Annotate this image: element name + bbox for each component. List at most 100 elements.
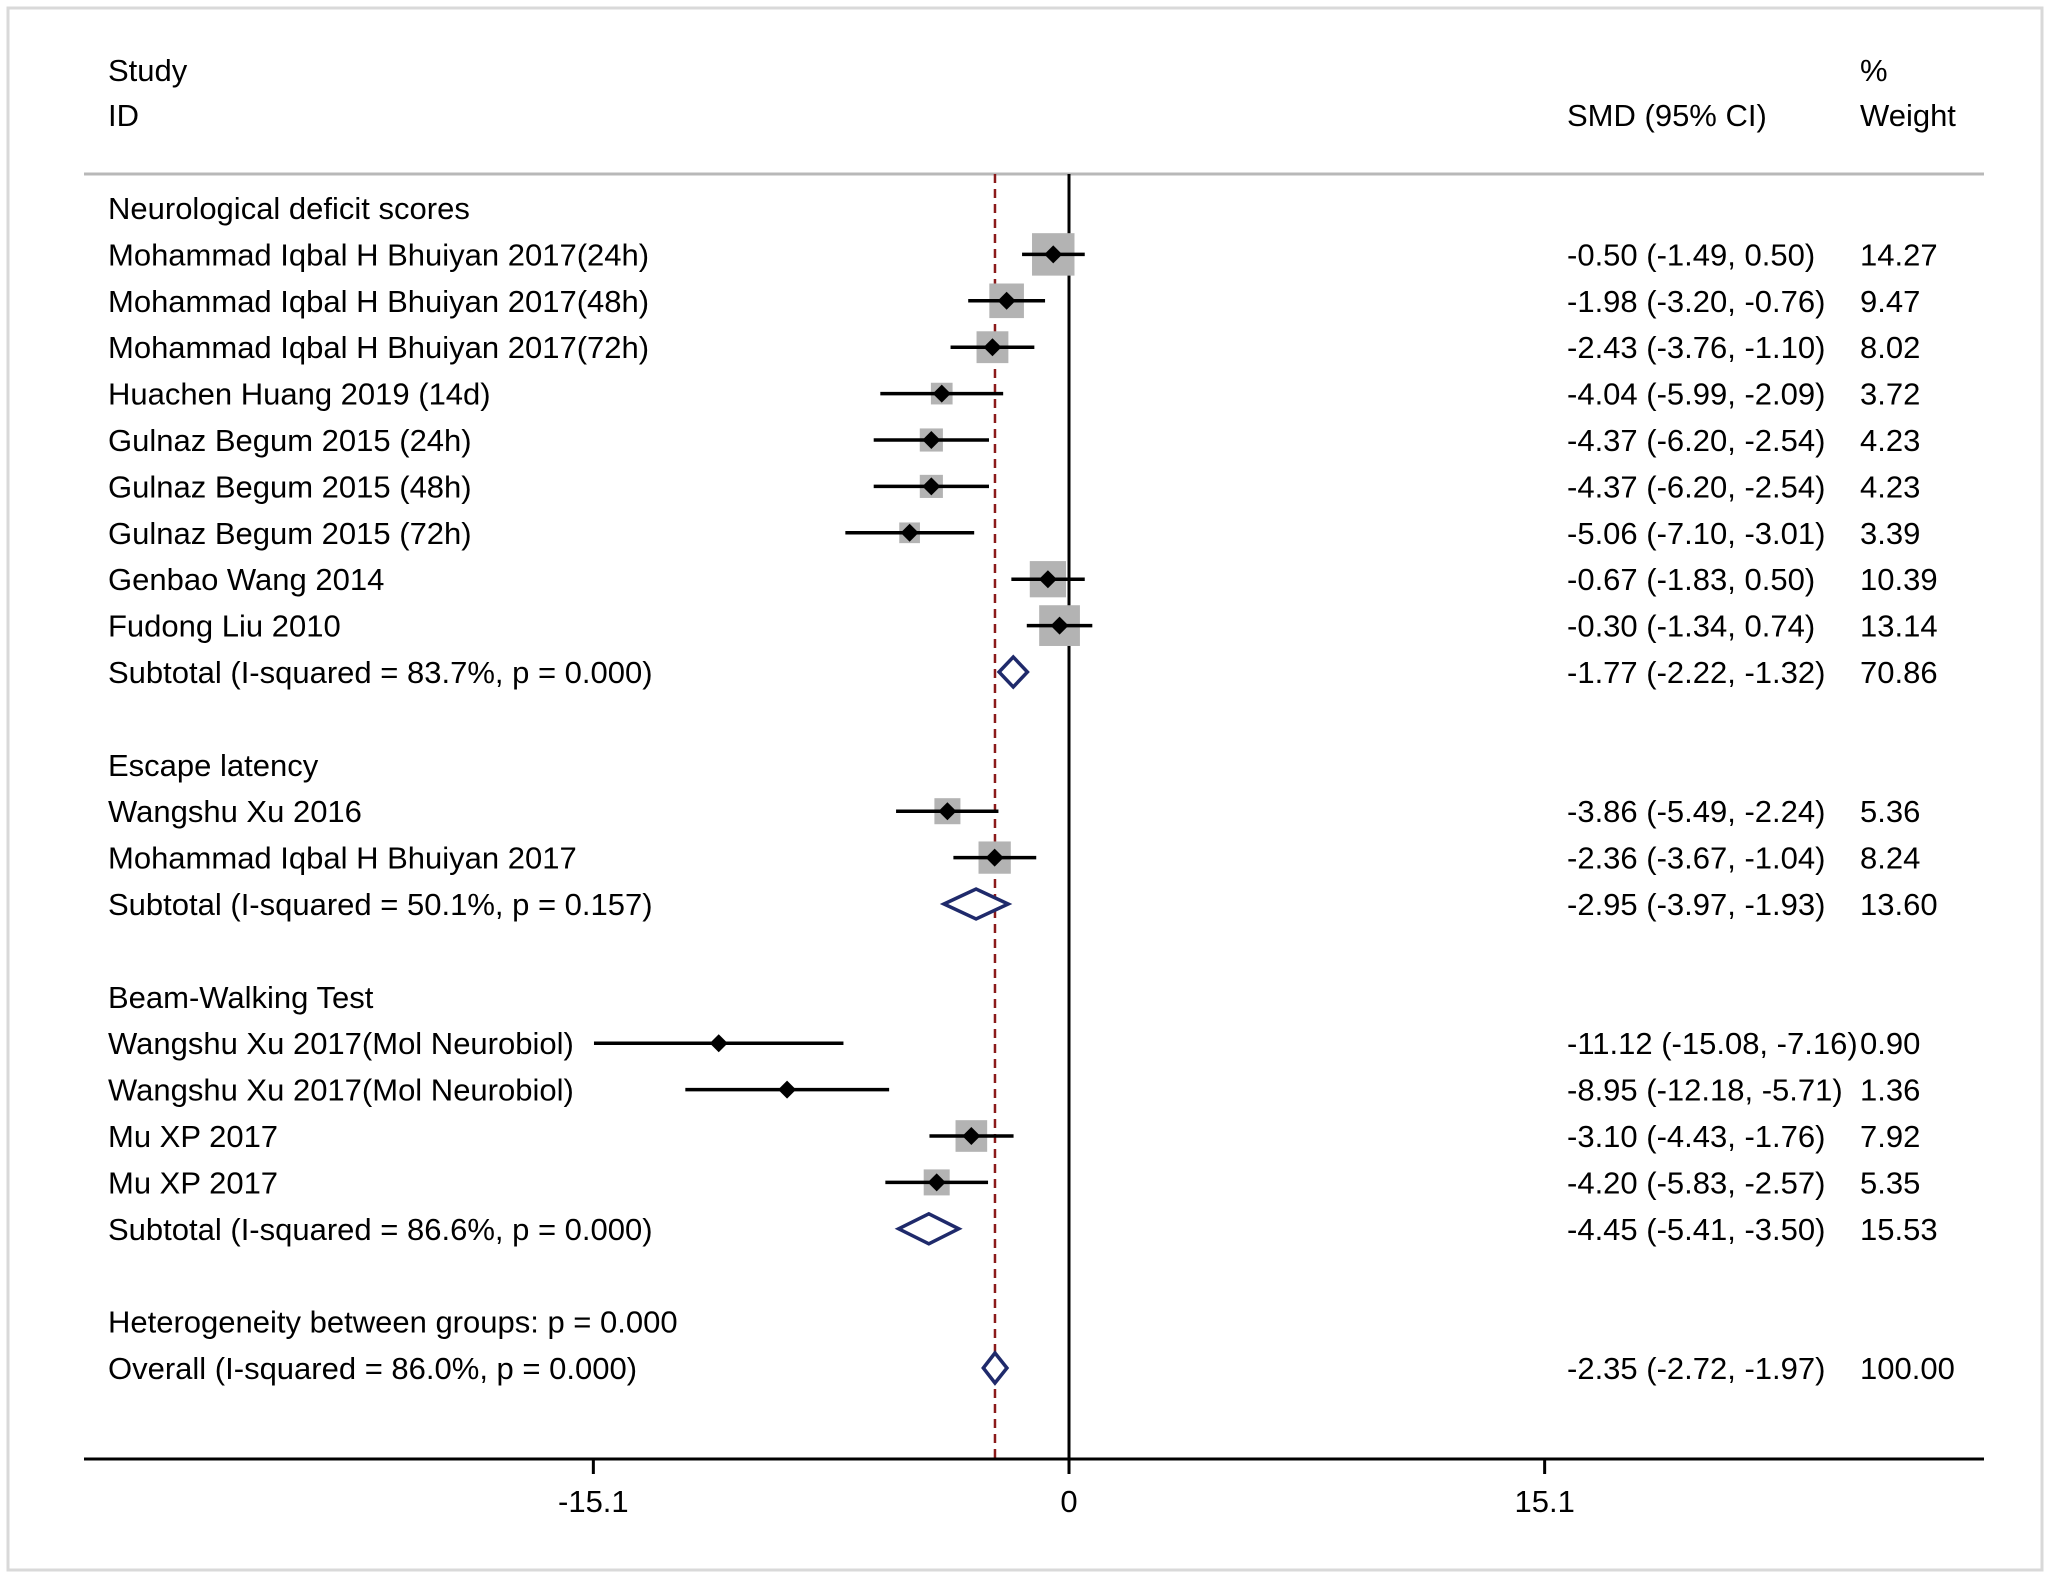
point-estimate <box>938 802 957 821</box>
study-label: Gulnaz Begum 2015 (72h) <box>108 516 472 551</box>
summary-label: Overall (I-squared = 86.0%, p = 0.000) <box>108 1351 637 1386</box>
study-row: Mu XP 2017 -4.20 (-5.83, -2.57) 5.35 <box>108 1165 1920 1200</box>
summary-label: Subtotal (I-squared = 86.6%, p = 0.000) <box>108 1212 653 1247</box>
weight-text: 13.14 <box>1860 609 1938 644</box>
point-estimate <box>900 523 919 542</box>
x-axis: -15.1 0 15.1 <box>84 1457 1984 1519</box>
study-row: Fudong Liu 2010 -0.30 (-1.34, 0.74) 13.14 <box>108 605 1938 646</box>
point-estimate <box>1050 616 1069 635</box>
effect-ci-text: -4.20 (-5.83, -2.57) <box>1567 1165 1825 1200</box>
header-effect: SMD (95% CI) <box>1567 98 1767 133</box>
study-row: Mohammad Iqbal H Bhuiyan 2017 -2.36 (-3.6… <box>108 841 1920 876</box>
header-weight: Weight <box>1860 98 1956 133</box>
weight-text: 100.00 <box>1860 1351 1955 1386</box>
point-estimate <box>778 1080 797 1099</box>
effect-ci-text: -4.04 (-5.99, -2.09) <box>1567 377 1825 412</box>
weight-text: 8.24 <box>1860 841 1920 876</box>
effect-ci-text: -2.43 (-3.76, -1.10) <box>1567 330 1825 365</box>
point-estimate <box>709 1034 728 1053</box>
study-label: Wangshu Xu 2017(Mol Neurobiol) <box>108 1026 574 1061</box>
summary-diamond <box>981 1350 1010 1386</box>
effect-ci-text: -1.77 (-2.22, -1.32) <box>1567 655 1825 690</box>
study-row: Wangshu Xu 2017(Mol Neurobiol) -8.95 (-12… <box>108 1073 1920 1108</box>
study-label: Mu XP 2017 <box>108 1119 278 1154</box>
weight-text: 0.90 <box>1860 1026 1920 1061</box>
effect-ci-text: -5.06 (-7.10, -3.01) <box>1567 516 1825 551</box>
effect-ci-text: -8.95 (-12.18, -5.71) <box>1567 1073 1843 1108</box>
study-label: Huachen Huang 2019 (14d) <box>108 377 491 412</box>
plot-frame <box>6 6 2044 1572</box>
weight-text: 13.60 <box>1860 887 1938 922</box>
x-tick-label: 15.1 <box>1514 1484 1574 1519</box>
effect-ci-text: -0.67 (-1.83, 0.50) <box>1567 562 1815 597</box>
weight-text: 15.53 <box>1860 1212 1938 1247</box>
weight-text: 70.86 <box>1860 655 1938 690</box>
weight-text: 10.39 <box>1860 562 1938 597</box>
point-estimate <box>932 384 951 403</box>
weight-text: 3.39 <box>1860 516 1920 551</box>
effect-ci-text: -4.37 (-6.20, -2.54) <box>1567 423 1825 458</box>
weight-text: 7.92 <box>1860 1119 1920 1154</box>
study-row: Mohammad Iqbal H Bhuiyan 2017(72h) -2.43 … <box>108 330 1920 365</box>
effect-ci-text: -3.10 (-4.43, -1.76) <box>1567 1119 1825 1154</box>
study-label: Wangshu Xu 2016 <box>108 794 362 829</box>
subtotal-row: Subtotal (I-squared = 86.6%, p = 0.000) -… <box>108 1212 1938 1247</box>
point-estimate <box>1044 245 1063 264</box>
summary-diamond <box>894 1211 963 1246</box>
effect-ci-text: -2.35 (-2.72, -1.97) <box>1567 1351 1825 1386</box>
weight-text: 5.35 <box>1860 1165 1920 1200</box>
x-tick-label: -15.1 <box>558 1484 629 1519</box>
study-label: Wangshu Xu 2017(Mol Neurobiol) <box>108 1073 574 1108</box>
subtotal-row: Subtotal (I-squared = 50.1%, p = 0.157) -… <box>108 887 1938 922</box>
point-estimate <box>985 848 1004 867</box>
effect-ci-text: -11.12 (-15.08, -7.16) <box>1567 1026 1858 1061</box>
weight-text: 3.72 <box>1860 377 1920 412</box>
study-row: Mohammad Iqbal H Bhuiyan 2017(48h) -1.98 … <box>108 283 1920 319</box>
weight-text: 1.36 <box>1860 1073 1920 1108</box>
study-label: Gulnaz Begum 2015 (48h) <box>108 469 472 504</box>
study-label: Mohammad Iqbal H Bhuiyan 2017(24h) <box>108 237 649 272</box>
summary-label: Subtotal (I-squared = 50.1%, p = 0.157) <box>108 887 653 922</box>
study-row: Gulnaz Begum 2015 (48h) -4.37 (-6.20, -2.… <box>108 469 1920 504</box>
study-row: Mu XP 2017 -3.10 (-4.43, -1.76) 7.92 <box>108 1119 1920 1154</box>
study-row: Huachen Huang 2019 (14d) -4.04 (-5.99, -2… <box>108 377 1920 412</box>
weight-text: 4.23 <box>1860 469 1920 504</box>
study-row: Genbao Wang 2014 -0.67 (-1.83, 0.50) 10.39 <box>108 561 1938 598</box>
group-heading: Neurological deficit scores <box>108 191 470 226</box>
study-label: Mohammad Iqbal H Bhuiyan 2017 <box>108 841 577 876</box>
study-label: Mu XP 2017 <box>108 1165 278 1200</box>
effect-ci-text: -2.95 (-3.97, -1.93) <box>1567 887 1825 922</box>
study-label: Gulnaz Begum 2015 (24h) <box>108 423 472 458</box>
header-study: Study <box>108 53 188 88</box>
header-id: ID <box>108 98 139 133</box>
effect-ci-text: -4.45 (-5.41, -3.50) <box>1567 1212 1825 1247</box>
study-label: Fudong Liu 2010 <box>108 609 341 644</box>
summary-label: Subtotal (I-squared = 83.7%, p = 0.000) <box>108 655 653 690</box>
study-rows: Neurological deficit scores Mohammad Iqba… <box>108 191 1955 1386</box>
study-row: Gulnaz Begum 2015 (72h) -5.06 (-7.10, -3.… <box>108 516 1920 551</box>
weight-text: 9.47 <box>1860 284 1920 319</box>
study-label: Mohammad Iqbal H Bhuiyan 2017(72h) <box>108 330 649 365</box>
point-estimate <box>983 338 1002 357</box>
study-row: Wangshu Xu 2016 -3.86 (-5.49, -2.24) 5.36 <box>108 794 1920 829</box>
study-row: Gulnaz Begum 2015 (24h) -4.37 (-6.20, -2.… <box>108 423 1920 458</box>
effect-ci-text: -3.86 (-5.49, -2.24) <box>1567 794 1825 829</box>
group-heading: Escape latency <box>108 748 319 783</box>
header-weight-percent: % <box>1860 53 1888 88</box>
weight-text: 5.36 <box>1860 794 1920 829</box>
point-estimate <box>962 1127 981 1145</box>
weight-text: 14.27 <box>1860 237 1938 272</box>
column-headers: Study ID SMD (95% CI) % Weight <box>108 53 1956 133</box>
x-tick-label: 0 <box>1060 1484 1077 1519</box>
effect-ci-text: -2.36 (-3.67, -1.04) <box>1567 841 1825 876</box>
weight-text: 4.23 <box>1860 423 1920 458</box>
point-estimate <box>927 1173 946 1192</box>
effect-ci-text: -0.30 (-1.34, 0.74) <box>1567 609 1815 644</box>
study-label: Genbao Wang 2014 <box>108 562 384 597</box>
summary-diamond <box>996 654 1030 690</box>
study-row: Mohammad Iqbal H Bhuiyan 2017(24h) -0.50 … <box>108 233 1938 276</box>
study-row: Wangshu Xu 2017(Mol Neurobiol) -11.12 (-1… <box>108 1026 1920 1061</box>
subtotal-row: Subtotal (I-squared = 83.7%, p = 0.000) -… <box>108 654 1938 690</box>
group-heading: Heterogeneity between groups: p = 0.000 <box>108 1305 678 1340</box>
